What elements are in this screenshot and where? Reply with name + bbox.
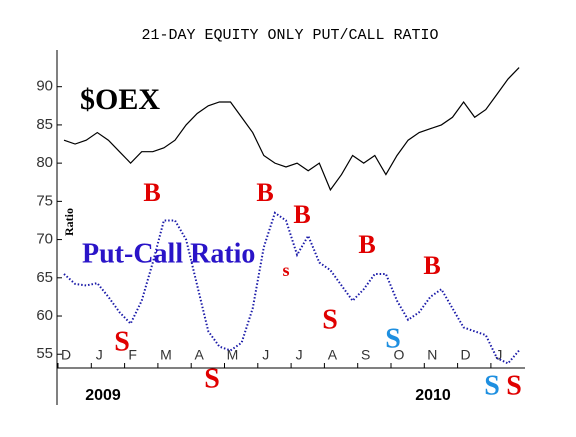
x-tick-label: J	[495, 347, 502, 363]
x-tick-label: J	[262, 347, 269, 363]
y-tick-label: 55	[36, 345, 53, 362]
y-tick-label: 90	[36, 78, 53, 95]
x-tick-label: F	[128, 347, 137, 363]
year-label: 2010	[415, 387, 451, 404]
y-axis-label: Ratio	[62, 208, 76, 236]
series-line	[63, 211, 520, 365]
annotation: S	[385, 323, 401, 354]
x-tick-label: M	[227, 347, 239, 363]
annotation: S	[484, 370, 500, 401]
annotation: B	[256, 178, 273, 207]
x-tick-label: D	[461, 347, 471, 363]
x-tick-label: J	[296, 347, 303, 363]
legend-label: $OEX	[80, 83, 160, 116]
x-tick-label: D	[61, 347, 71, 363]
y-tick-label: 60	[36, 307, 53, 324]
y-tick-label: 65	[36, 269, 53, 286]
y-tick-label: 80	[36, 154, 53, 171]
annotation: s	[282, 260, 289, 280]
x-tick-label: S	[361, 347, 370, 363]
annotation: B	[293, 200, 310, 229]
x-tick-label: A	[195, 347, 205, 363]
y-tick-label: 75	[36, 192, 53, 209]
year-label: 2009	[85, 387, 121, 404]
annotation: S	[506, 370, 522, 401]
x-tick-label: M	[160, 347, 172, 363]
x-tick-label: N	[427, 347, 437, 363]
y-tick-label: 70	[36, 231, 53, 248]
legend-label: Put-Call Ratio	[82, 238, 255, 269]
annotation: S	[322, 304, 338, 335]
annotation: S	[204, 363, 220, 394]
y-tick-label: 85	[36, 116, 53, 133]
annotation: B	[358, 230, 375, 259]
x-tick-label: J	[96, 347, 103, 363]
x-tick-label: A	[328, 347, 338, 363]
annotation: B	[143, 178, 160, 207]
annotation: B	[423, 251, 440, 280]
series-line	[63, 67, 520, 192]
annotation: S	[114, 326, 130, 357]
x-tick-label: O	[394, 347, 405, 363]
chart-title: 21-DAY EQUITY ONLY PUT/CALL RATIO	[141, 27, 438, 44]
